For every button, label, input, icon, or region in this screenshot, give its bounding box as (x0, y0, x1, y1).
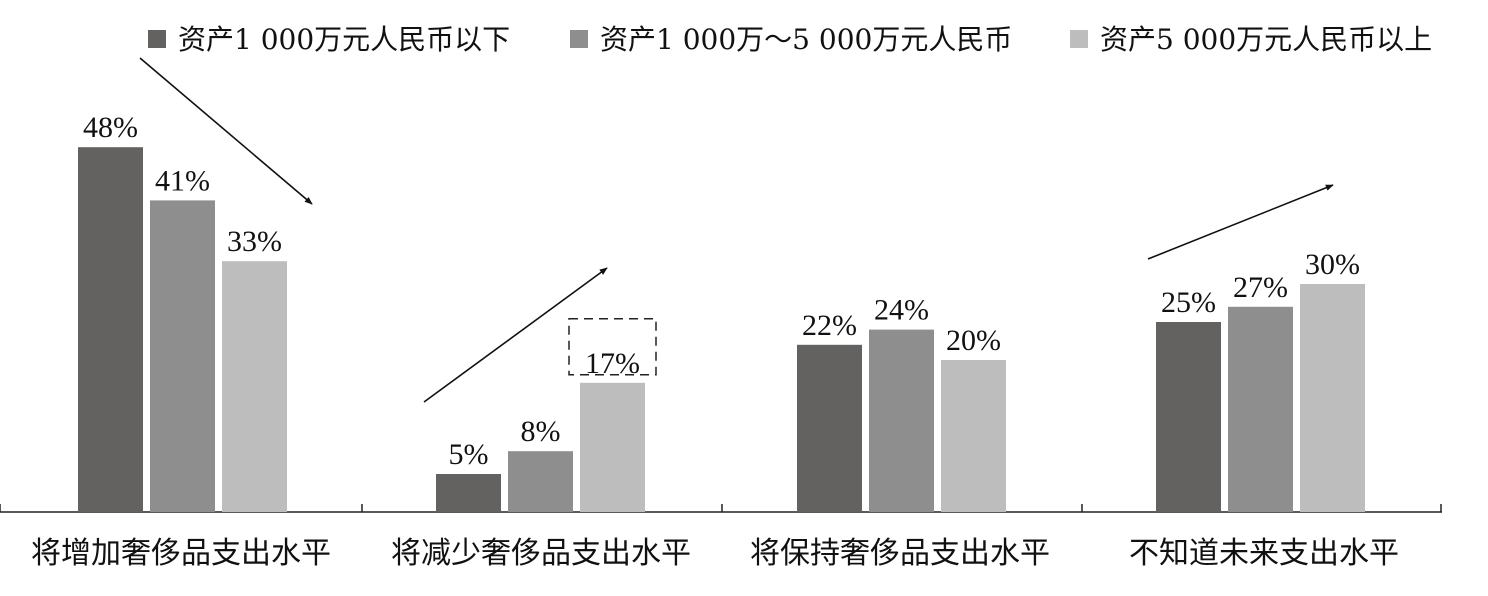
legend-swatch (148, 30, 166, 48)
bar (222, 261, 287, 512)
bar (436, 474, 501, 512)
bar (797, 344, 862, 512)
highlight-box (568, 318, 657, 376)
bar (580, 382, 645, 512)
category-label: 将减少奢侈品支出水平 (391, 536, 691, 571)
trend-arrow (139, 57, 313, 205)
legend-label: 资产1 000万元人民币以下 (178, 23, 510, 56)
bar (1228, 306, 1293, 512)
x-axis (0, 504, 1442, 513)
category-label: 将保持奢侈品支出水平 (750, 536, 1050, 571)
legend: 资产1 000万元人民币以下 资产1 000万～5 000万元人民币 资产5 000… (148, 23, 1432, 56)
data-label: 48% (83, 111, 138, 144)
legend-label: 资产1 000万～5 000万元人民币 (600, 23, 1012, 56)
bar (869, 329, 934, 512)
legend-label: 资产5 000万元人民币以上 (1100, 23, 1432, 56)
data-label: 27% (1233, 271, 1288, 304)
trend-arrow (423, 267, 608, 403)
value-labels: 48%41%33%5%8%17%22% 24%20%25% 27%30% (83, 111, 1360, 471)
bar (1300, 284, 1365, 512)
data-label: 5% (449, 438, 489, 471)
bar (150, 200, 215, 512)
bars (78, 147, 1365, 512)
bar (941, 360, 1006, 512)
trend-arrows (139, 57, 1334, 403)
data-label: 30% (1305, 248, 1360, 281)
data-label: 20% (946, 324, 1001, 357)
category-labels: 将增加奢侈品支出水平 将减少奢侈品支出水平 将保持奢侈品支出水平 不知道未来支出水平 (31, 536, 1399, 571)
data-label: 25% (1161, 286, 1216, 319)
data-label: 22% (802, 309, 857, 342)
bar (508, 451, 573, 512)
bar (1156, 322, 1221, 512)
bar (78, 147, 143, 512)
category-label: 将增加奢侈品支出水平 (31, 536, 331, 571)
trend-arrow (1147, 184, 1334, 260)
category-label: 不知道未来支出水平 (1129, 536, 1399, 571)
legend-swatch (1070, 30, 1088, 48)
data-label: 41% (155, 164, 210, 197)
data-label: 24% (874, 294, 929, 327)
legend-swatch (570, 30, 588, 48)
data-label: 33% (227, 225, 282, 258)
data-label: 8% (521, 415, 561, 448)
